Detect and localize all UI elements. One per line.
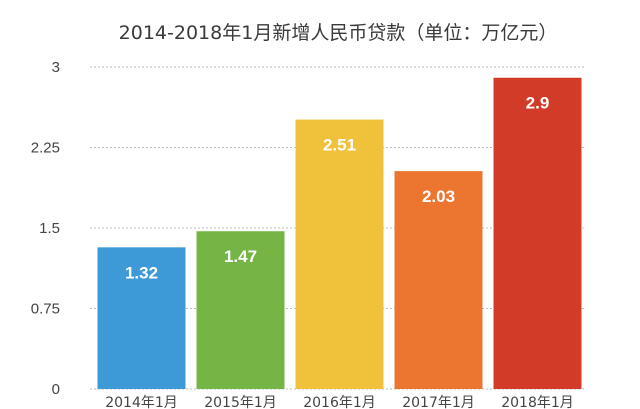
x-tick-label: 2015年1月 [204, 395, 277, 409]
y-tick-label: 1.5 [39, 220, 60, 237]
y-tick-label: 2.25 [31, 140, 60, 157]
bar [394, 171, 483, 389]
y-tick-label: 0 [52, 381, 60, 398]
data-label: 2.03 [422, 187, 455, 206]
chart-title: 2014-2018年1月新增人民币贷款（单位：万亿元） [119, 22, 558, 44]
x-tick-label: 2017年1月 [402, 395, 475, 409]
x-axis-ticks: 2014年1月 2015年1月 2016年1月 2017年1月 2018年1月 [105, 395, 574, 409]
data-label: 2.9 [526, 94, 550, 113]
data-label: 1.32 [125, 263, 158, 282]
data-label: 1.47 [224, 247, 257, 266]
bar [97, 247, 186, 389]
y-tick-label: 0.75 [31, 301, 60, 318]
x-tick-label: 2018年1月 [501, 395, 574, 409]
bar [493, 77, 582, 389]
data-label: 2.51 [323, 136, 356, 155]
y-tick-label: 3 [52, 59, 60, 76]
x-tick-label: 2016年1月 [303, 395, 376, 409]
y-axis-ticks: 0 0.75 1.5 2.25 3 [31, 59, 60, 398]
bar [295, 119, 384, 390]
bar [196, 231, 285, 389]
x-tick-label: 2014年1月 [105, 395, 178, 409]
data-labels: 1.32 1.47 2.51 2.03 2.9 [125, 94, 549, 283]
bars [97, 77, 582, 390]
